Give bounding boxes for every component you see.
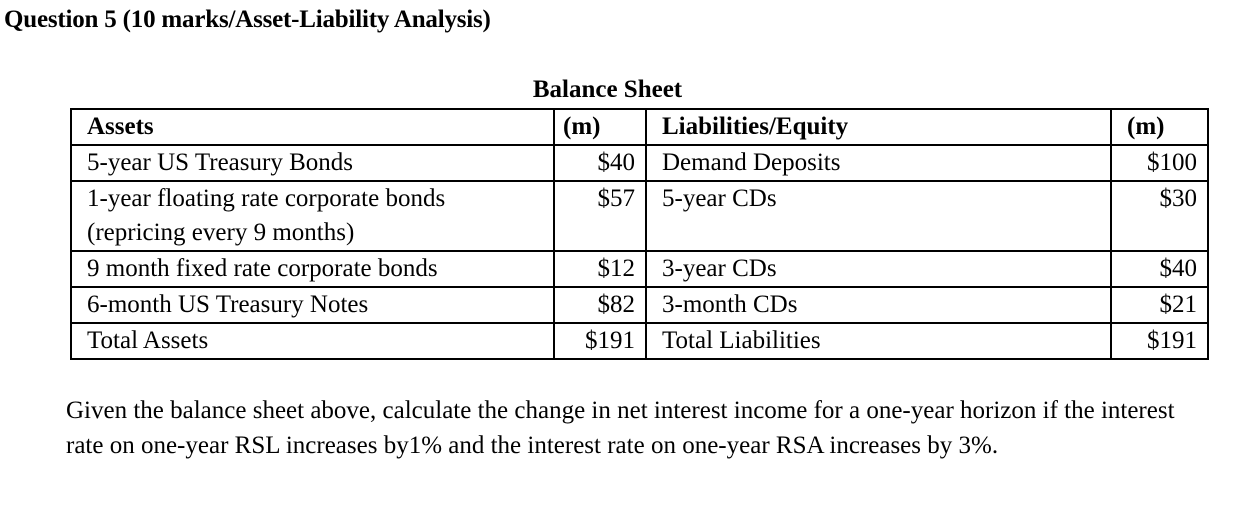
liability-value: $30 [1110, 180, 1209, 252]
liability-name: 5-year CDs [645, 180, 1112, 252]
liabilities-unit-header: (m) [1110, 108, 1209, 146]
asset-value: $12 [553, 250, 647, 288]
asset-value: $82 [553, 286, 647, 324]
liability-value: $21 [1110, 286, 1209, 324]
asset-value: $57 [553, 180, 647, 252]
asset-name: 9 month fixed rate corporate bonds [70, 250, 555, 288]
liability-value: $40 [1110, 250, 1209, 288]
total-row: Total Assets $191 Total Liabilities $191 [70, 322, 1209, 360]
table-row: 1-year floating rate corporate bonds (rep… [70, 180, 1209, 252]
asset-name: 1-year floating rate corporate bonds (rep… [70, 180, 555, 252]
assets-unit-header: (m) [553, 108, 647, 146]
liability-name: Demand Deposits [645, 144, 1112, 182]
question-prompt: Given the balance sheet above, calculate… [66, 397, 1175, 459]
total-assets-label: Total Assets [70, 322, 555, 360]
liabilities-header: Liabilities/Equity [645, 108, 1112, 146]
table-row: 9 month fixed rate corporate bonds $12 3… [70, 250, 1209, 288]
liability-value: $100 [1110, 144, 1209, 182]
table-header-row: Assets (m) Liabilities/Equity (m) [70, 108, 1209, 146]
total-liabilities-value: $191 [1110, 322, 1209, 360]
question-title: Question 5 (10 marks/Asset-Liability Ana… [4, 6, 491, 33]
liability-name: 3-year CDs [645, 250, 1112, 288]
total-assets-value: $191 [553, 322, 647, 360]
asset-value: $40 [553, 144, 647, 182]
table-row: 6-month US Treasury Notes $82 3-month CD… [70, 286, 1209, 324]
total-liabilities-label: Total Liabilities [645, 322, 1112, 360]
balance-sheet-title: Balance Sheet [532, 76, 683, 103]
asset-name: 6-month US Treasury Notes [70, 286, 555, 324]
balance-sheet-table: Assets (m) Liabilities/Equity (m) 5-year… [70, 108, 1209, 360]
asset-note: (repricing every 9 months) [87, 219, 355, 246]
liability-name: 3-month CDs [645, 286, 1112, 324]
assets-header: Assets [70, 108, 555, 146]
table-row: 5-year US Treasury Bonds $40 Demand Depo… [70, 144, 1209, 182]
asset-name: 5-year US Treasury Bonds [70, 144, 555, 182]
